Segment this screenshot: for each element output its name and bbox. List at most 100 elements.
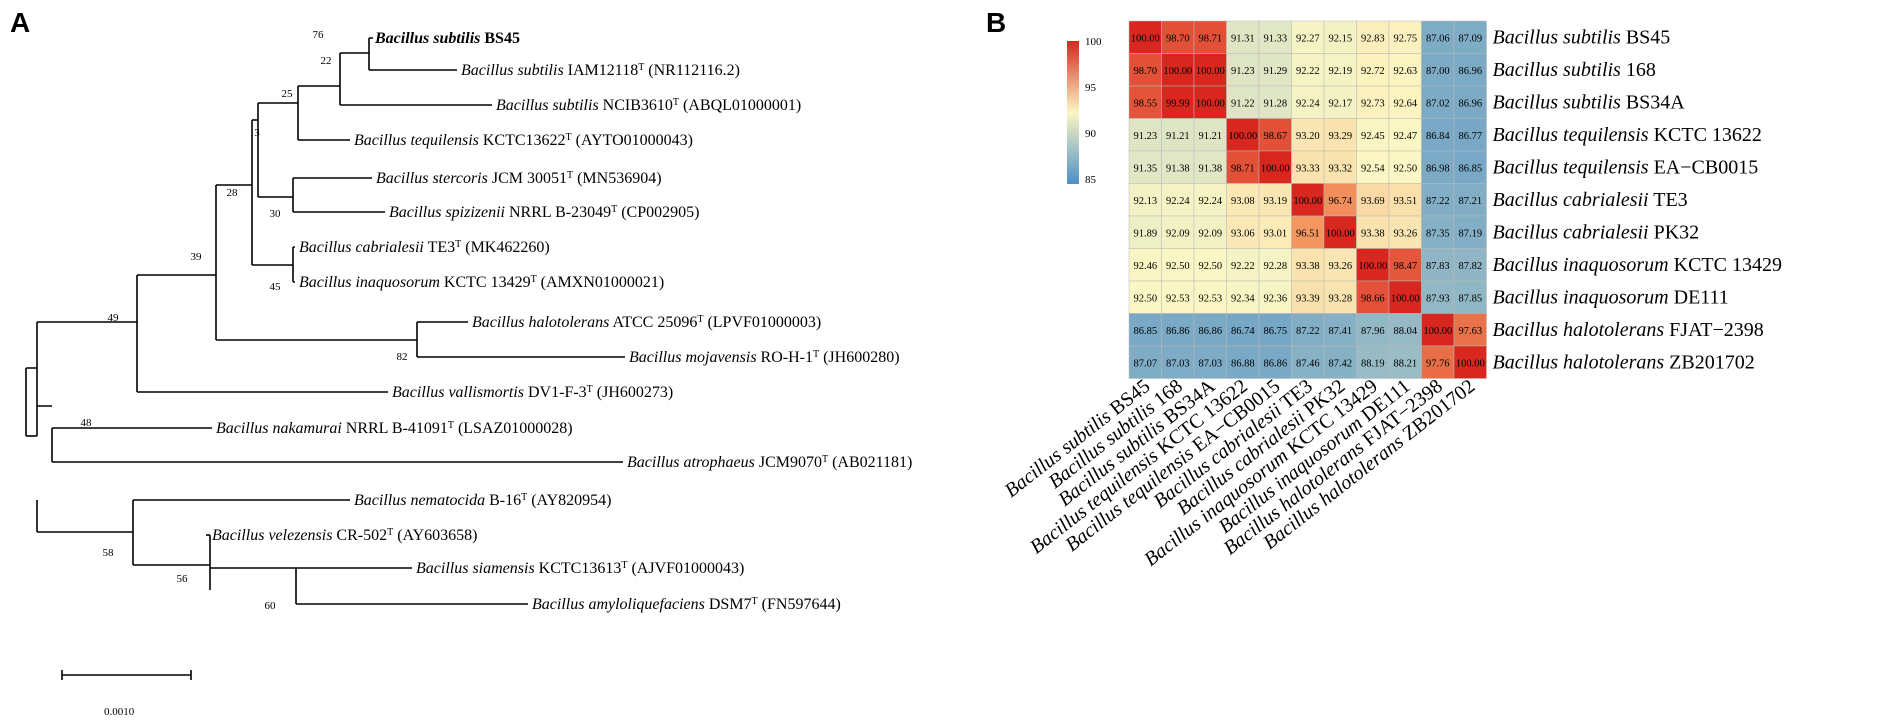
heatmap-cell-value: 92.54 <box>1361 163 1385 174</box>
heatmap-cell-value: 91.21 <box>1198 131 1222 142</box>
heatmap-cell-value: 93.01 <box>1263 228 1287 239</box>
heatmap-cell-value: 86.74 <box>1231 326 1255 337</box>
heatmap-cell <box>1161 345 1195 379</box>
colorbar-tick: 90 <box>1085 128 1097 140</box>
tree-leaf-label: Bacillus cabrialesii TE3T (MK462260) <box>299 239 550 257</box>
tree-leaf-label: Bacillus siamensis KCTC13613T (AJVF01000… <box>416 560 744 578</box>
bootstrap-value: 30 <box>270 208 282 220</box>
tree-leaf-label: Bacillus vallismortis DV1-F-3T (JH600273… <box>392 384 673 402</box>
heatmap-cell-value: 91.22 <box>1231 98 1255 109</box>
heatmap-cell <box>1193 248 1227 282</box>
heatmap-cell-value: 91.21 <box>1166 131 1190 142</box>
heatmap-cell-value: 92.46 <box>1133 261 1157 272</box>
heatmap-cell <box>1193 313 1227 347</box>
heatmap-cell <box>1323 85 1357 119</box>
heatmap-cell <box>1128 183 1162 217</box>
heatmap-cell-value: 86.86 <box>1263 358 1287 369</box>
heatmap-row-label: Bacillus inaquosorum DE111 <box>1493 286 1729 308</box>
heatmap-cell <box>1453 85 1487 119</box>
heatmap-cell <box>1128 215 1162 249</box>
heatmap-cell <box>1356 248 1390 282</box>
heatmap-cell <box>1323 53 1357 87</box>
heatmap-cell <box>1258 215 1292 249</box>
heatmap-cell-value: 91.28 <box>1263 98 1287 109</box>
heatmap-cell-value: 100.00 <box>1326 228 1355 239</box>
heatmap-cell <box>1388 85 1422 119</box>
bootstrap-value: 25 <box>282 88 294 100</box>
heatmap-cell <box>1388 53 1422 87</box>
colorbar-tick: 95 <box>1085 82 1097 94</box>
heatmap-cell-value: 87.35 <box>1426 228 1450 239</box>
heatmap-cell-value: 93.39 <box>1296 293 1320 304</box>
heatmap-cell-value: 86.85 <box>1458 163 1482 174</box>
tree-leaf-label: Bacillus subtilis NCIB3610T (ABQL0100000… <box>496 97 801 115</box>
heatmap-cell-value: 88.04 <box>1393 326 1417 337</box>
heatmap-cell <box>1128 313 1162 347</box>
heatmap-cell-value: 98.70 <box>1133 66 1157 77</box>
heatmap-cell-value: 87.19 <box>1458 228 1482 239</box>
heatmap-cell-value: 92.19 <box>1328 66 1352 77</box>
scale-bar-label: 0.0010 <box>104 706 135 718</box>
heatmap-cell-value: 98.55 <box>1133 98 1157 109</box>
heatmap-cell-value: 92.13 <box>1133 196 1157 207</box>
heatmap-cell <box>1453 248 1487 282</box>
heatmap-cell-value: 92.47 <box>1393 131 1417 142</box>
heatmap-row-label: Bacillus halotolerans ZB201702 <box>1493 351 1755 373</box>
heatmap-cell-value: 92.27 <box>1296 33 1320 44</box>
heatmap-cell <box>1356 280 1390 314</box>
heatmap-cell-value: 92.75 <box>1393 33 1417 44</box>
heatmap-cell-value: 96.51 <box>1296 228 1320 239</box>
heatmap-cell <box>1226 20 1260 54</box>
heatmap-cell-value: 93.38 <box>1296 261 1320 272</box>
heatmap-cell <box>1128 118 1162 152</box>
bootstrap-value: 22 <box>321 55 332 67</box>
heatmap-cell <box>1421 215 1455 249</box>
heatmap-cell-value: 86.85 <box>1133 326 1157 337</box>
heatmap-cell-value: 87.03 <box>1198 358 1222 369</box>
heatmap-cell-value: 86.86 <box>1166 326 1190 337</box>
heatmap-cell-value: 100.00 <box>1358 261 1387 272</box>
heatmap-cell-value: 92.64 <box>1393 98 1417 109</box>
heatmap-cell <box>1388 150 1422 184</box>
colorbar-gradient <box>1067 41 1079 184</box>
heatmap-cell <box>1388 248 1422 282</box>
heatmap-cell <box>1323 183 1357 217</box>
bootstrap-value: 39 <box>191 251 203 263</box>
heatmap-cell-value: 87.00 <box>1426 66 1450 77</box>
heatmap-cell <box>1291 313 1325 347</box>
bootstrap-value: 45 <box>270 281 282 293</box>
heatmap-cell-value: 86.84 <box>1426 131 1450 142</box>
tree-branches <box>25 37 625 605</box>
heatmap-cell-value: 86.98 <box>1426 163 1450 174</box>
tree-leaf-label: Bacillus mojavensis RO-H-1T (JH600280) <box>629 349 900 367</box>
heatmap-cell-value: 87.93 <box>1426 293 1450 304</box>
heatmap-cell-value: 92.28 <box>1263 261 1287 272</box>
heatmap-cell-value: 96.74 <box>1328 196 1352 207</box>
heatmap-cell <box>1161 20 1195 54</box>
heatmap-cell <box>1226 215 1260 249</box>
heatmap-cell-value: 87.22 <box>1296 326 1320 337</box>
heatmap-cell-value: 93.19 <box>1263 196 1287 207</box>
heatmap-cell <box>1453 183 1487 217</box>
heatmap-cell <box>1258 53 1292 87</box>
heatmap-cell-value: 93.33 <box>1296 163 1320 174</box>
heatmap-cell-value: 91.89 <box>1133 228 1157 239</box>
heatmap-cell-value: 87.96 <box>1361 326 1385 337</box>
tree-leaf-label: Bacillus spizizenii NRRL B-23049T (CP002… <box>389 204 699 222</box>
heatmap-cell-value: 91.31 <box>1231 33 1255 44</box>
heatmap-cell <box>1291 280 1325 314</box>
heatmap-cell <box>1226 313 1260 347</box>
heatmap-cell-value: 92.50 <box>1393 163 1417 174</box>
heatmap-cell <box>1193 215 1227 249</box>
heatmap-cell-value: 100.00 <box>1293 196 1322 207</box>
heatmap-cell <box>1291 20 1325 54</box>
heatmap-cell <box>1291 118 1325 152</box>
heatmap-cell-value: 93.38 <box>1361 228 1385 239</box>
panel-label-b: B <box>986 7 1006 38</box>
heatmap-cell-value: 92.50 <box>1133 293 1157 304</box>
heatmap-cell <box>1161 183 1195 217</box>
heatmap-cell <box>1291 150 1325 184</box>
heatmap-cell-value: 98.71 <box>1231 163 1255 174</box>
heatmap-cell <box>1193 280 1227 314</box>
